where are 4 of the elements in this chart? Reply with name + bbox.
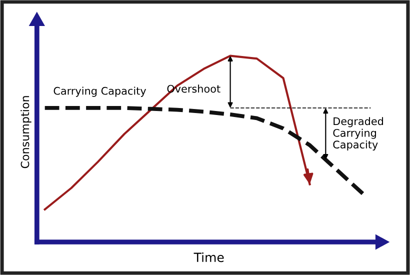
annotation: Degraded Carrying Capacity <box>333 117 384 151</box>
annotation: Carrying Capacity <box>54 86 146 97</box>
y-axis-title: Consumption <box>20 96 32 168</box>
x-axis-title: Time <box>194 252 224 262</box>
